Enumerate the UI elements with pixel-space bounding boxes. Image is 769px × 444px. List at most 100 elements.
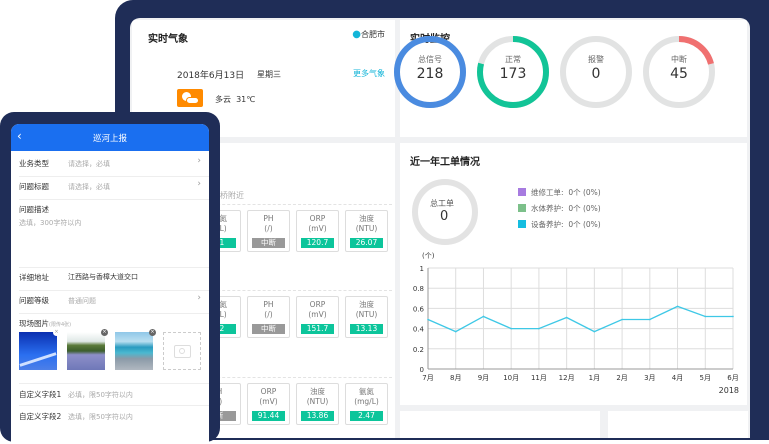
metric-value: 26.07 [350, 238, 383, 248]
water-metric-box[interactable]: ORP (mV) 91.44 [247, 383, 290, 425]
monitor-ring[interactable] [473, 32, 553, 112]
camera-icon [174, 345, 191, 358]
custom-field-2-input[interactable]: 选填，限50字符以内 [68, 413, 133, 421]
bottom-card-left [400, 411, 600, 438]
ring-progress [394, 36, 466, 108]
partly-cloudy-icon [177, 89, 203, 107]
metric-name: ORP [309, 214, 326, 223]
chevron-right-icon: › [197, 156, 201, 166]
data-point [676, 305, 679, 308]
address-input[interactable]: 江西路与香樟大道交口 [68, 273, 138, 281]
remove-photo-icon[interactable]: × [101, 329, 108, 336]
desc-label: 问题描述 [19, 205, 49, 214]
legend-swatch [518, 188, 526, 196]
metric-name: 浊度 [359, 214, 374, 223]
y-tick-label: 1 [420, 265, 424, 273]
monitor-ring[interactable] [556, 32, 636, 112]
custom-field-1-input[interactable]: 必填，限50字符以内 [68, 391, 133, 399]
legend-value: 0个 (0%) [568, 188, 601, 197]
data-point [538, 327, 540, 330]
weather-condition: 多云 [215, 95, 231, 104]
location[interactable]: ●合肥市 [352, 29, 385, 40]
total-order-value: 0 [440, 209, 449, 224]
x-tick-label: 2月 [616, 374, 627, 382]
metric-value: 151.7 [301, 324, 334, 334]
metric-name: 浊度 [359, 300, 374, 309]
metric-name: PH [263, 300, 274, 309]
ring-progress [477, 36, 549, 108]
legend-label: 水体养护: [531, 204, 564, 213]
photo-thumbnail[interactable]: × [67, 329, 108, 370]
issue-title-select[interactable]: 请选择，必填 [68, 183, 110, 191]
x-tick-label: 4月 [672, 374, 683, 382]
back-icon[interactable]: ‹ [17, 129, 22, 143]
water-metric-box[interactable]: PH (/) 中断 [247, 210, 290, 252]
level-select[interactable]: 普通问题 [68, 297, 96, 305]
ring-label: 报警 [588, 55, 604, 64]
ring-value: 218 [416, 66, 444, 82]
phone-frame: ‹ 巡河上报 业务类型 请选择，必填 › 问题标题 请选择，必填 › 问题描述 … [0, 112, 220, 444]
metric-unit: (NTU) [355, 224, 378, 233]
water-metric-box[interactable]: 浊度 (NTU) 13.13 [345, 296, 388, 338]
x-tick-label: 10月 [503, 374, 519, 382]
photo-thumbnail[interactable]: × [19, 329, 60, 370]
dashboard-screen: 实时气象 ●合肥市 2018年6月13日 星期三 更多气象 多云 31℃ 实时监… [130, 18, 750, 438]
data-point [621, 318, 623, 321]
field-label: 问题标题 [19, 182, 49, 191]
data-point [732, 315, 734, 318]
remove-photo-icon[interactable]: × [149, 329, 156, 336]
data-point [510, 327, 512, 330]
photos-label: 现场图片 [19, 319, 49, 328]
x-sublabel: 2018 [719, 386, 739, 395]
photo-thumbnail[interactable]: × [115, 329, 156, 370]
metric-value: 中断 [252, 324, 285, 334]
monitor-ring[interactable] [639, 32, 719, 112]
legend-label: 设备养护: [531, 220, 564, 229]
monitor-ring[interactable] [390, 32, 470, 112]
water-metric-box[interactable]: ORP (mV) 120.7 [296, 210, 339, 252]
y-tick-label: 0 [420, 366, 424, 374]
data-point [454, 330, 457, 333]
water-metric-box[interactable]: 浊度 (NTU) 13.86 [296, 383, 339, 425]
x-tick-label: 12月 [559, 374, 575, 382]
weather-date: 2018年6月13日 [177, 71, 245, 81]
water-metric-box[interactable]: ORP (mV) 151.7 [296, 296, 339, 338]
metric-value: 13.13 [350, 324, 383, 334]
work-order-card: 近一年工单情况 总工单 0 维修工单: 0个 (0%) 水体养护: 0个 (0%)… [400, 143, 747, 405]
business-type-select[interactable]: 请选择，必填 [68, 160, 110, 168]
metric-value: 中断 [252, 238, 285, 248]
water-metric-box[interactable]: PH (/) 中断 [247, 296, 290, 338]
legend-label: 维修工单: [531, 188, 564, 197]
metric-unit: (mV) [308, 310, 327, 319]
x-tick-label: 5月 [700, 374, 711, 382]
add-photo-button[interactable] [163, 332, 201, 370]
metric-value: 120.7 [301, 238, 334, 248]
legend-value: 0个 (0%) [568, 204, 601, 213]
remove-photo-icon[interactable]: × [53, 329, 60, 336]
custom-field-label: 自定义字段2 [19, 412, 62, 421]
order-line-chart: 0 0.2 0.4 0.6 0.8 1 7月 8月 9月 10月 11月 12月 1月 2月 3月 4月 5月 6… [413, 252, 739, 395]
x-tick-label: 6月 [727, 374, 738, 382]
desc-textarea[interactable]: 选填，300字符以内 [19, 219, 82, 227]
legend-swatch [518, 204, 526, 212]
x-tick-label: 11月 [531, 374, 547, 382]
chevron-right-icon: › [197, 179, 201, 189]
water-metric-box[interactable]: 氨氮 (mg/L) 2.47 [345, 383, 388, 425]
x-tick-label: 1月 [589, 374, 600, 382]
ring-label: 正常 [505, 55, 521, 64]
y-tick-label: 0.8 [413, 285, 424, 293]
total-order-ring [412, 179, 478, 245]
weather-temperature: 31℃ [236, 95, 256, 104]
total-order-label: 总工单 [430, 199, 454, 208]
series-line [427, 305, 733, 333]
y-axis-label: (个) [422, 252, 435, 260]
bottom-card-right [608, 411, 748, 438]
metric-unit: (mg/L) [354, 397, 379, 406]
ring-progress [643, 36, 715, 108]
metric-name: 浊度 [310, 387, 325, 396]
legend-item: 设备养护: 0个 (0%) [518, 219, 601, 230]
metric-unit: (mV) [259, 397, 278, 406]
more-weather-link[interactable]: 更多气象 [353, 69, 385, 78]
water-metric-box[interactable]: 浊度 (NTU) 26.07 [345, 210, 388, 252]
metric-name: 氨氮 [359, 387, 374, 396]
